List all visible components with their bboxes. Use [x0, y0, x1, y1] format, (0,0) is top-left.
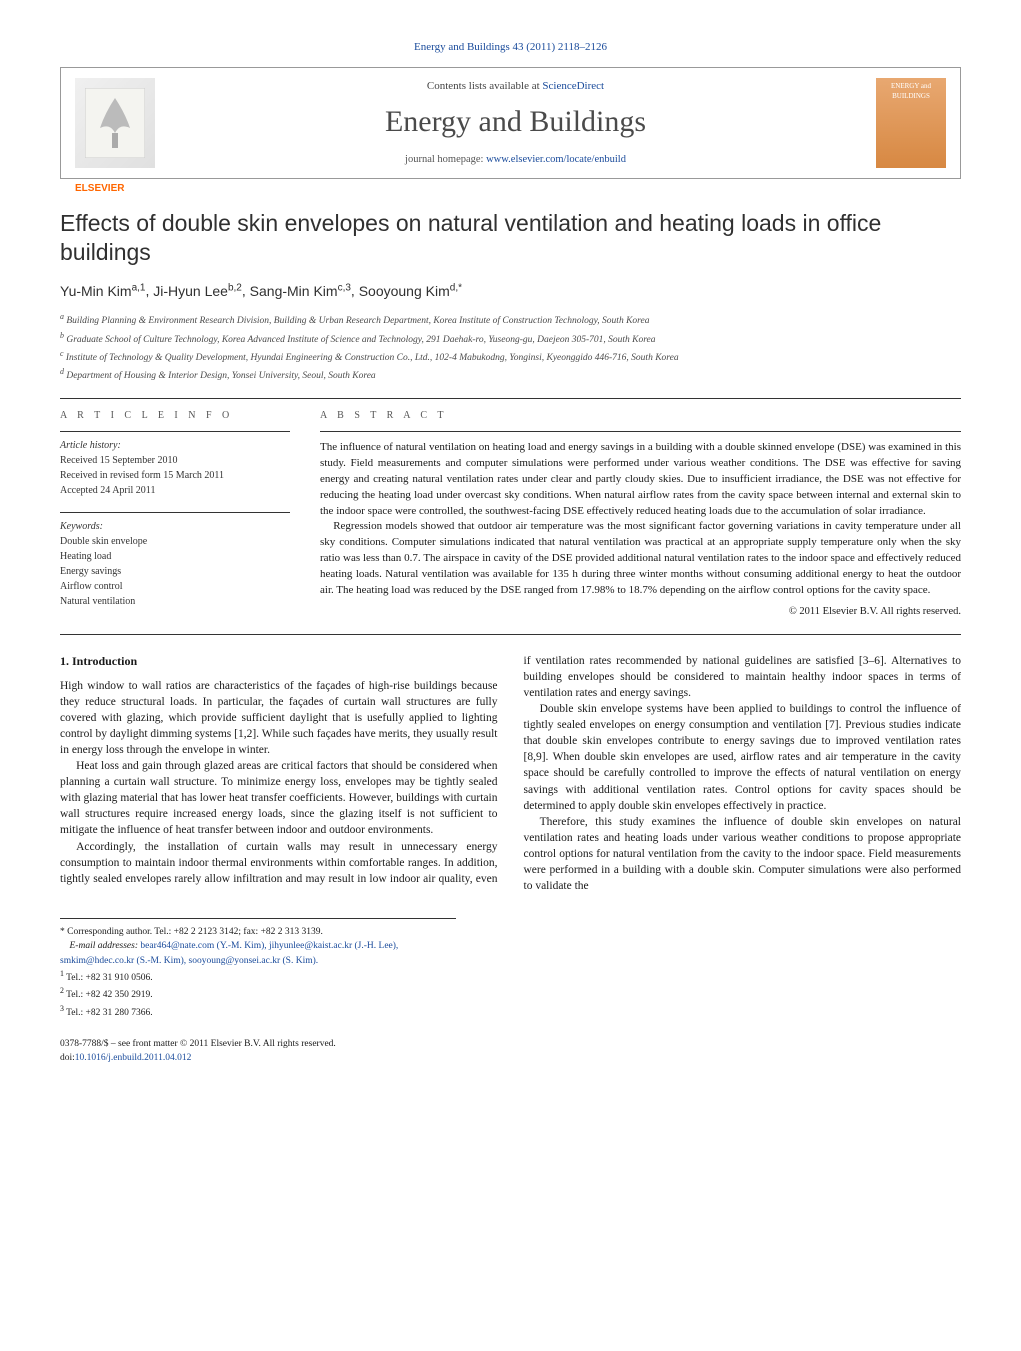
abstract-text: The influence of natural ventilation on … [320, 440, 961, 599]
abstract-column: A B S T R A C T The influence of natural… [320, 409, 961, 620]
abstract-label: A B S T R A C T [320, 409, 961, 423]
header-citation: Energy and Buildings 43 (2011) 2118–2126 [60, 40, 961, 55]
affiliation-a: a Building Planning & Environment Resear… [60, 311, 961, 328]
author-name: Yu-Min Kim [60, 283, 132, 299]
aff-key: c [60, 349, 64, 358]
body-p5: Therefore, this study examines the influ… [524, 814, 962, 894]
author-3: Sang-Min Kimc,3 [250, 283, 351, 299]
affiliation-b: b Graduate School of Culture Technology,… [60, 330, 961, 347]
email-label: E-mail addresses: [70, 941, 141, 951]
keywords-label: Keywords: [60, 519, 290, 534]
author-name: Sang-Min Kim [250, 283, 338, 299]
affiliation-c: c Institute of Technology & Quality Deve… [60, 348, 961, 365]
tel-text: Tel.: +82 42 350 2919. [66, 991, 153, 1001]
keyword-2: Heating load [60, 549, 290, 564]
keyword-5: Natural ventilation [60, 594, 290, 609]
tree-icon [85, 88, 145, 158]
journal-cover-thumb: ENERGY and BUILDINGS [876, 78, 946, 168]
abstract-rule [320, 431, 961, 432]
keyword-1: Double skin envelope [60, 534, 290, 549]
copyright-line: © 2011 Elsevier B.V. All rights reserved… [320, 605, 961, 620]
author-1: Yu-Min Kima,1 [60, 283, 145, 299]
corresponding-author: * Corresponding author. Tel.: +82 2 2123… [60, 925, 456, 939]
article-info-column: A R T I C L E I N F O Article history: R… [60, 409, 290, 620]
journal-title: Energy and Buildings [155, 101, 876, 143]
author-sup: c,3 [338, 282, 351, 293]
tel-text: Tel.: +82 31 910 0506. [66, 973, 153, 983]
author-sup: a,1 [132, 282, 146, 293]
elsevier-wordmark: ELSEVIER [75, 182, 124, 196]
aff-text: Building Planning & Environment Research… [66, 316, 649, 326]
authors-line: Yu-Min Kima,1, Ji-Hyun Leeb,2, Sang-Min … [60, 281, 961, 301]
email-addresses: E-mail addresses: bear464@nate.com (Y.-M… [60, 939, 456, 968]
author-name: Sooyoung Kim [359, 283, 450, 299]
article-info-label: A R T I C L E I N F O [60, 409, 290, 423]
section-1-heading: 1. Introduction [60, 653, 498, 670]
doi-link[interactable]: 10.1016/j.enbuild.2011.04.012 [75, 1053, 192, 1063]
homepage-link[interactable]: www.elsevier.com/locate/enbuild [486, 154, 626, 165]
aff-key: b [60, 331, 64, 340]
journal-masthead: Contents lists available at ScienceDirec… [60, 67, 961, 179]
aff-text: Department of Housing & Interior Design,… [66, 372, 375, 382]
body-p2: Heat loss and gain through glazed areas … [60, 758, 498, 838]
body-p4: Double skin envelope systems have been a… [524, 701, 962, 814]
affiliation-d: d Department of Housing & Interior Desig… [60, 366, 961, 383]
footnotes: * Corresponding author. Tel.: +82 2 2123… [60, 918, 456, 1020]
abstract-p2: Regression models showed that outdoor ai… [320, 519, 961, 599]
tel-3: 3 Tel.: +82 31 280 7366. [60, 1003, 456, 1020]
tel-1: 1 Tel.: +82 31 910 0506. [60, 968, 456, 985]
keywords-block: Keywords: Double skin envelope Heating l… [60, 512, 290, 609]
homepage-line: journal homepage: www.elsevier.com/locat… [155, 153, 876, 168]
revised-date: Received in revised form 15 March 2011 [60, 468, 290, 483]
tel-2: 2 Tel.: +82 42 350 2919. [60, 985, 456, 1002]
received-date: Received 15 September 2010 [60, 453, 290, 468]
body-text: 1. Introduction High window to wall rati… [60, 653, 961, 894]
info-abstract-row: A R T I C L E I N F O Article history: R… [60, 398, 961, 620]
keyword-4: Airflow control [60, 579, 290, 594]
author-name: Ji-Hyun Lee [153, 283, 228, 299]
citation-link[interactable]: Energy and Buildings 43 (2011) 2118–2126 [414, 41, 607, 53]
cover-label: ENERGY and BUILDINGS [880, 82, 942, 102]
keyword-3: Energy savings [60, 564, 290, 579]
aff-text: Institute of Technology & Quality Develo… [66, 353, 679, 363]
contents-line: Contents lists available at ScienceDirec… [155, 79, 876, 94]
tel-text: Tel.: +82 31 280 7366. [66, 1008, 153, 1018]
article-history: Article history: Received 15 September 2… [60, 431, 290, 498]
doi-line: doi:10.1016/j.enbuild.2011.04.012 [60, 1052, 961, 1065]
masthead-center: Contents lists available at ScienceDirec… [155, 79, 876, 167]
contents-label: Contents lists available at [427, 80, 542, 92]
aff-key: a [60, 312, 64, 321]
affiliations: a Building Planning & Environment Resear… [60, 311, 961, 384]
article-title: Effects of double skin envelopes on natu… [60, 209, 961, 267]
doi-label: doi: [60, 1053, 75, 1063]
body-p1: High window to wall ratios are character… [60, 678, 498, 758]
front-matter-line: 0378-7788/$ – see front matter © 2011 El… [60, 1038, 961, 1051]
homepage-label: journal homepage: [405, 154, 486, 165]
accepted-date: Accepted 24 April 2011 [60, 483, 290, 498]
author-sup: d,* [450, 282, 462, 293]
aff-text: Graduate School of Culture Technology, K… [66, 335, 655, 345]
abstract-bottom-rule [60, 634, 961, 635]
elsevier-tree-logo [75, 78, 155, 168]
sciencedirect-link[interactable]: ScienceDirect [542, 80, 604, 92]
abstract-p1: The influence of natural ventilation on … [320, 440, 961, 520]
aff-key: d [60, 367, 64, 376]
author-4: Sooyoung Kimd,* [359, 283, 462, 299]
footer: 0378-7788/$ – see front matter © 2011 El… [60, 1038, 961, 1065]
author-sup: b,2 [228, 282, 242, 293]
corr-text: Corresponding author. Tel.: +82 2 2123 3… [67, 927, 323, 937]
history-label: Article history: [60, 438, 290, 453]
author-2: Ji-Hyun Leeb,2 [153, 283, 242, 299]
